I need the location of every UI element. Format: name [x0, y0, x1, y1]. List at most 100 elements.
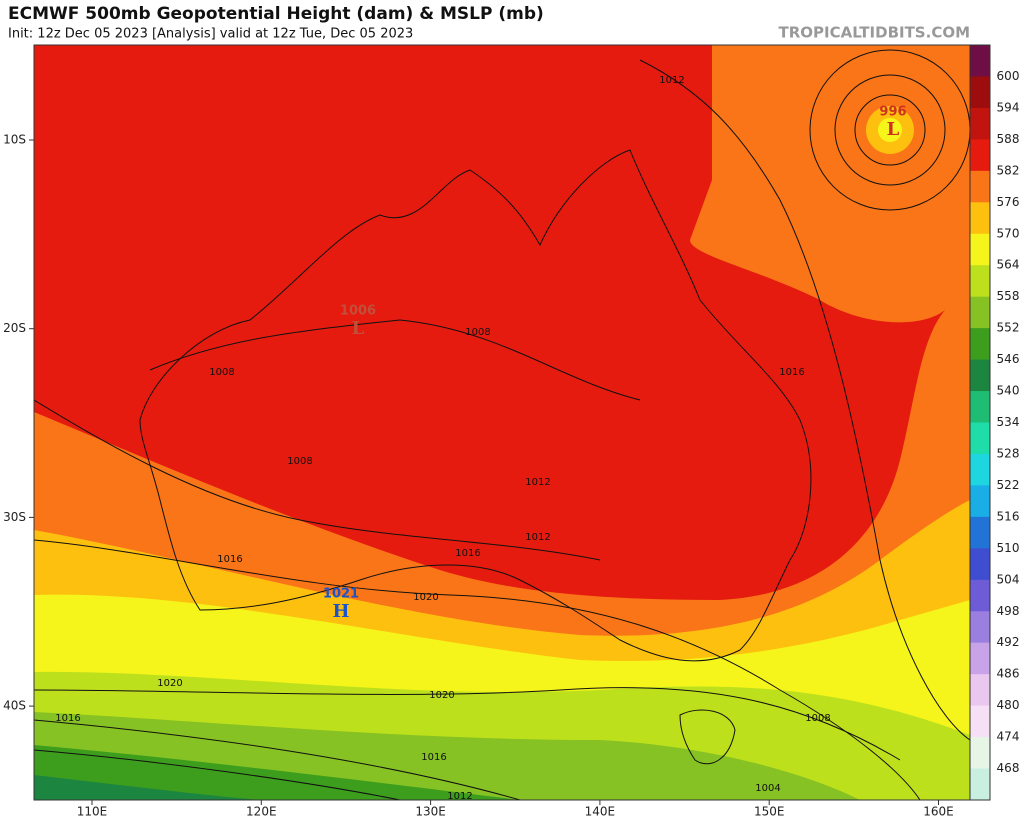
colorbar-label: 468 [997, 761, 1020, 775]
isobar-label: 1020 [429, 690, 454, 701]
colorbar-label: 588 [997, 132, 1020, 146]
colorbar-label: 480 [997, 698, 1020, 712]
isobar-label: 1012 [525, 532, 550, 543]
colorbar-swatch [970, 674, 990, 707]
colorbar-label: 516 [997, 509, 1020, 523]
colorbar-label: 510 [997, 541, 1020, 555]
isobar-label: 1008 [287, 456, 312, 467]
isobar-label: 1008 [805, 713, 830, 724]
colorbar-label: 600 [997, 69, 1020, 83]
colorbar-label: 522 [997, 478, 1020, 492]
isobar-label: 1020 [413, 592, 438, 603]
center-value: 1006 [340, 304, 376, 319]
colorbar-label: 486 [997, 667, 1020, 681]
colorbar-swatch [970, 516, 990, 549]
isobar-label: 1012 [447, 791, 472, 802]
lon-label: 110E [77, 805, 108, 819]
isobar [809, 49, 970, 211]
isobar [834, 74, 946, 186]
isobar [854, 94, 926, 166]
colorbar-swatch [970, 359, 990, 392]
isobar-label: 1016 [421, 752, 446, 763]
colorbar-swatch [970, 422, 990, 455]
colorbar-label: 582 [997, 163, 1020, 177]
pressure-centers: 1006 L 1021 H 996 L [323, 105, 907, 623]
lon-label: 130E [415, 805, 446, 819]
colorbar-label: 498 [997, 604, 1020, 618]
isobar-labels: 1012 1008 1008 1008 1016 1016 1016 1012 … [55, 75, 830, 802]
isobar-label: 1016 [455, 548, 480, 559]
height-band [34, 775, 260, 800]
coastline [679, 709, 736, 765]
isobar [34, 749, 401, 800]
colorbar-label: 576 [997, 195, 1020, 209]
isobar-label: 1012 [525, 477, 550, 488]
colorbar-frame [969, 44, 991, 801]
colorbar-label: 546 [997, 352, 1020, 366]
colorbar-swatch [970, 202, 990, 235]
lat-label: 10S [3, 133, 26, 147]
colorbar-label: 528 [997, 446, 1020, 460]
colorbar-swatch [970, 737, 990, 770]
center-symbol: L [352, 318, 365, 339]
center-value: 1021 [323, 587, 359, 602]
height-band [34, 745, 520, 800]
height-band [878, 118, 902, 142]
axes: 10S 20S 30S 40S 110E 120E 130E 140E 150E 160E [3, 133, 954, 819]
colorbar-label: 534 [997, 415, 1020, 429]
isobar-label: 1008 [465, 327, 490, 338]
lat-label: 40S [3, 699, 26, 713]
colorbar-swatch [970, 170, 990, 203]
coastline [139, 149, 812, 662]
lat-label: 20S [3, 321, 26, 335]
colorbar-swatch [970, 548, 990, 581]
colorbar-swatch [970, 705, 990, 738]
colorbar-swatch [970, 768, 990, 801]
colorbar-swatch [970, 45, 990, 77]
isobar [34, 399, 601, 561]
colorbar-label: 492 [997, 635, 1020, 649]
colorbar-swatch [970, 233, 990, 266]
colorbar-swatch [970, 642, 990, 675]
center-symbol: L [887, 119, 900, 140]
lon-label: 160E [923, 805, 954, 819]
isobar [34, 687, 901, 761]
isobar-label: 1004 [755, 783, 780, 794]
center-symbol: H [332, 601, 349, 622]
colorbar-label: 564 [997, 258, 1020, 272]
isobar [149, 319, 641, 401]
colorbar: 600 594 588 582 576 570 564 558 552 546 540 534 528 5… [969, 44, 1020, 801]
colorbar-label: 552 [997, 321, 1020, 335]
isobar [34, 719, 521, 800]
colorbar-swatch [970, 391, 990, 423]
lon-label: 120E [246, 805, 277, 819]
center-value: 996 [879, 105, 906, 120]
colorbar-label: 474 [997, 730, 1020, 744]
title: ECMWF 500mb Geopotential Height (dam) & … [8, 4, 544, 24]
colorbar-label: 504 [997, 572, 1020, 586]
isobar-label: 1012 [659, 75, 684, 86]
colorbar-swatch [970, 139, 990, 172]
isobar [639, 59, 970, 741]
colorbar-swatch [970, 328, 990, 361]
credit: TROPICALTIDBITS.COM [779, 24, 971, 42]
lon-label: 150E [754, 805, 785, 819]
colorbar-swatch [970, 107, 990, 140]
isobar-label: 1016 [55, 713, 80, 724]
colorbar-label: 558 [997, 289, 1020, 303]
colorbar-swatch [970, 611, 990, 644]
lon-label: 140E [585, 805, 616, 819]
colorbar-swatch [970, 579, 990, 612]
lat-label: 30S [3, 510, 26, 524]
isobar-label: 1008 [209, 367, 234, 378]
isobar-label: 1020 [157, 678, 182, 689]
map [34, 45, 970, 800]
isobar-label: 1016 [779, 367, 804, 378]
colorbar-swatch [970, 265, 990, 298]
colorbar-swatch [970, 296, 990, 329]
colorbar-swatch [970, 485, 990, 518]
colorbar-label: 540 [997, 384, 1020, 398]
subtitle: Init: 12z Dec 05 2023 [Analysis] valid a… [8, 27, 413, 42]
colorbar-swatch [970, 453, 990, 486]
